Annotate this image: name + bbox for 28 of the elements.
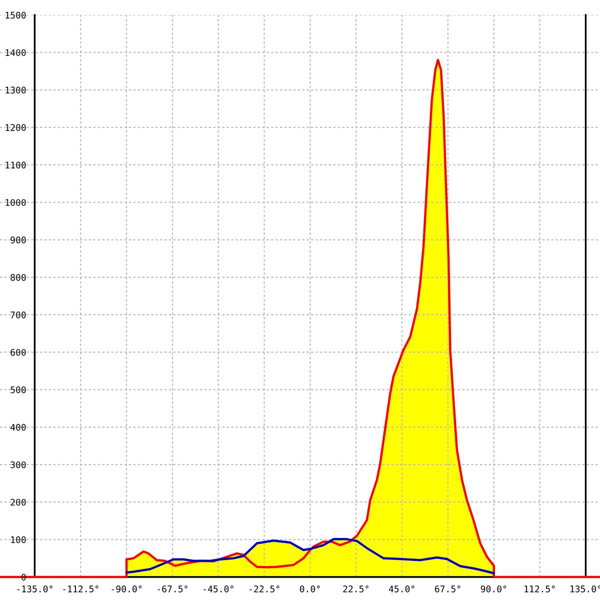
y-tick-label: 1000 bbox=[6, 199, 26, 206]
y-tick-label: 1400 bbox=[6, 49, 26, 56]
y-tick-label: 400 bbox=[10, 424, 26, 431]
x-tick-label: 22.5° bbox=[343, 586, 368, 592]
y-tick-label: 1200 bbox=[6, 124, 26, 131]
x-tick-label: 67.5° bbox=[434, 586, 460, 592]
x-tick-label: -135.0° bbox=[17, 586, 52, 592]
y-tick-label: 900 bbox=[10, 236, 26, 244]
y-tick-label: 1300 bbox=[6, 86, 26, 94]
x-tick-label: 0.0° bbox=[300, 586, 320, 592]
x-tick-label: 112.5° bbox=[524, 586, 555, 592]
y-tick-label: 600 bbox=[10, 348, 26, 356]
y-tick-label: 200 bbox=[10, 498, 26, 506]
x-tick-label: 45.0° bbox=[388, 586, 414, 592]
x-tick-label: -112.5° bbox=[63, 586, 98, 592]
y-tick-label: 1100 bbox=[6, 162, 26, 168]
y-tick-label: 800 bbox=[10, 274, 26, 281]
y-tick-label: 100 bbox=[11, 536, 26, 544]
line-series bbox=[125, 538, 495, 574]
x-tick-label: -45.0° bbox=[204, 586, 234, 592]
y-tick-label: 1500 bbox=[6, 12, 26, 19]
x-tick-label: -22.5° bbox=[250, 586, 280, 592]
y-tick-label: 300 bbox=[10, 461, 26, 468]
y-tick-label: 700 bbox=[10, 311, 26, 318]
x-tick-label: -90.0° bbox=[112, 586, 142, 592]
y-tick-label: 500 bbox=[10, 386, 26, 394]
x-tick-label: -67.5° bbox=[158, 586, 188, 592]
x-tick-label: 90.0° bbox=[480, 586, 506, 592]
